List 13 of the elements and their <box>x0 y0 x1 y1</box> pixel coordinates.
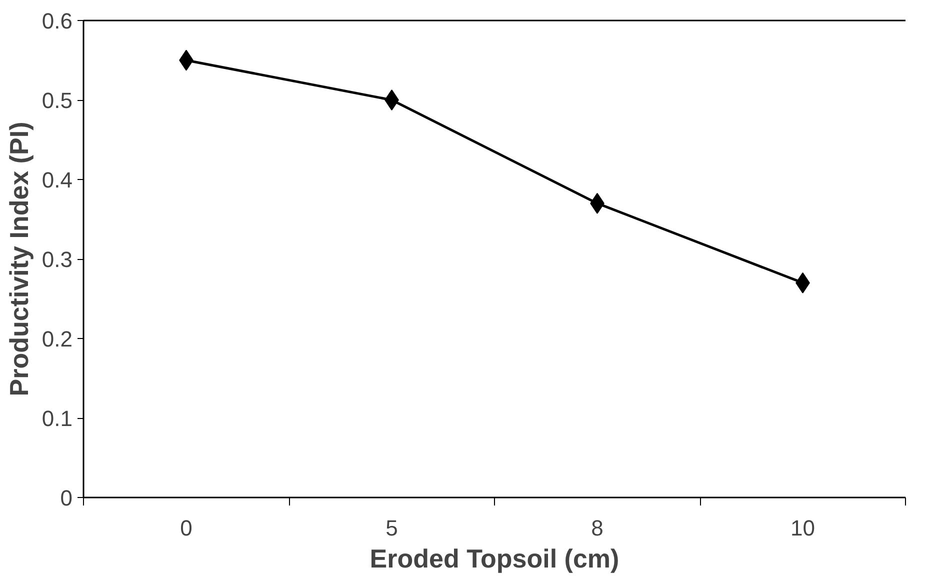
y-axis-title: Productivity Index (PI) <box>4 122 34 396</box>
x-tick-label: 5 <box>386 516 398 540</box>
y-tick-label: 0.5 <box>42 88 73 113</box>
y-tick-label: 0.2 <box>42 326 73 352</box>
y-tick-label: 0 <box>60 486 73 510</box>
x-axis-title: Eroded Topsoil (cm) <box>370 544 620 574</box>
y-tick-label: 0.6 <box>42 8 73 34</box>
x-tick-label: 10 <box>790 516 815 540</box>
y-tick-label: 0.3 <box>42 247 73 272</box>
x-tick-label: 8 <box>591 516 604 540</box>
y-tick-label: 0.1 <box>42 406 73 431</box>
y-tick-label: 0.4 <box>42 168 73 192</box>
x-tick-label: 0 <box>180 516 192 540</box>
